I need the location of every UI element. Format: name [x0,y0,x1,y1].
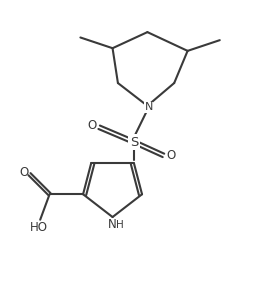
Text: S: S [130,135,138,149]
Text: HO: HO [30,221,48,234]
Text: O: O [19,166,28,179]
Text: O: O [88,119,97,132]
Text: H: H [116,220,124,229]
Text: O: O [166,149,175,162]
Text: N: N [144,102,153,112]
Text: N: N [108,218,117,231]
